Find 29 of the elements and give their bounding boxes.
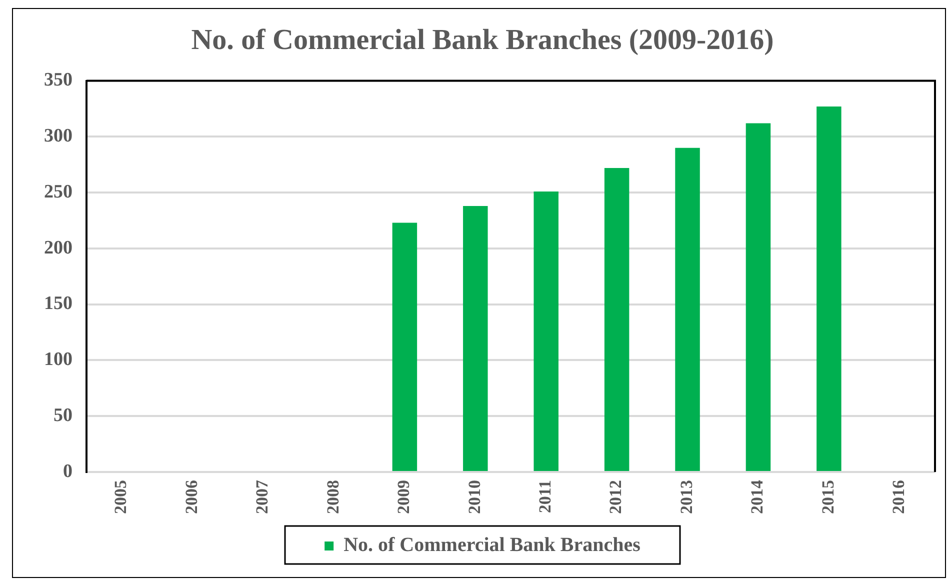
bar [675,148,700,471]
y-tick-label: 100 [44,349,72,370]
x-tick-label: 2009 [394,480,414,514]
x-tick-label: 2006 [182,480,201,514]
x-tick-label: 2016 [889,480,908,514]
bar [392,222,418,471]
bar [534,191,558,471]
legend-label: No. of Commercial Bank Branches [344,534,641,556]
bar [463,206,488,471]
y-tick-label: 50 [54,405,72,426]
y-tick-label: 150 [44,293,72,314]
x-tick-label: 2012 [606,480,626,514]
y-tick-label: 300 [44,126,72,147]
x-tick-label: 2007 [252,480,272,514]
x-tick-label: 2013 [676,480,696,514]
y-tick-label: 0 [63,460,72,482]
chart-title: No. of Commercial Bank Branches (2009-2016) [191,24,774,56]
bar [816,106,842,471]
bar [604,168,630,471]
y-tick-label: 250 [44,181,72,202]
x-tick-label: 2014 [748,480,767,514]
bar [746,123,771,471]
x-tick-label: 2010 [464,480,484,514]
x-tick-label: 2015 [818,480,838,514]
y-tick-label: 350 [44,70,72,91]
y-tick-label: 200 [44,237,72,258]
x-tick-label: 2008 [323,480,342,514]
x-tick-label: 2005 [111,480,130,514]
x-tick-label: 2011 [535,480,554,514]
